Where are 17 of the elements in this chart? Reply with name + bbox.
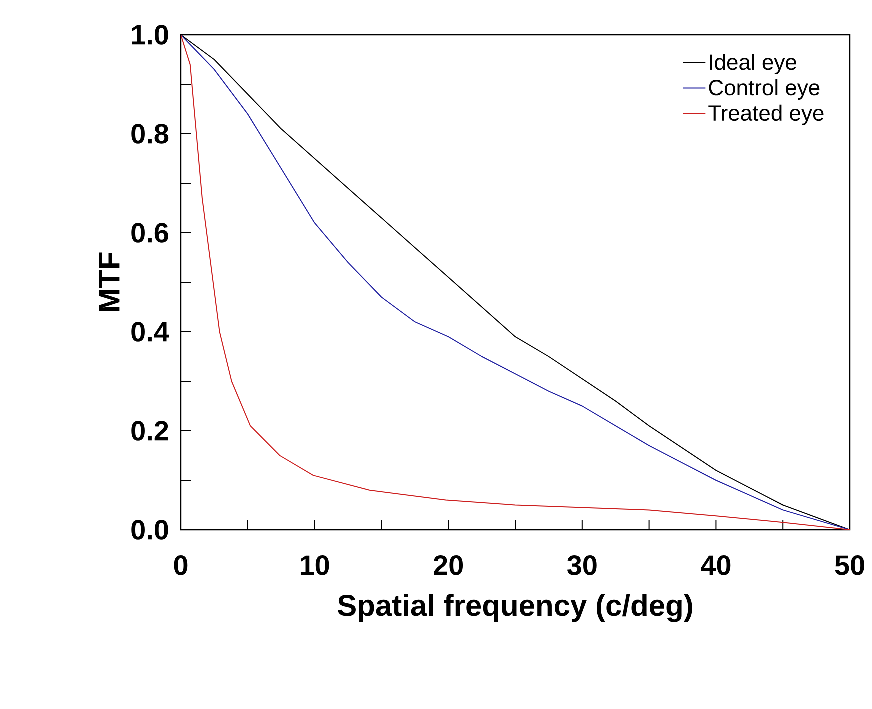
legend-label: Control eye [709, 79, 820, 100]
x-tick-label: 0 [174, 556, 188, 576]
legend-label: Treated eye [708, 104, 824, 126]
legend-label: Ideal eye [710, 54, 796, 75]
x-tick-label: 20 [434, 556, 464, 576]
y-axis-title: MTF [99, 252, 120, 312]
y-tick-label: 0.6 [132, 223, 168, 243]
x-tick-label: 40 [701, 556, 731, 576]
y-tick-label: 0.8 [132, 124, 169, 144]
y-tick-label: 0.4 [132, 322, 170, 342]
x-tick-label: 50 [835, 556, 864, 576]
y-tick-label: 1.0 [132, 25, 168, 45]
x-tick-label: 30 [567, 556, 597, 576]
x-axis-title: Spatial frequency (c/deg) [338, 594, 692, 622]
y-tick-label: 0.0 [132, 520, 168, 540]
y-tick-label: 0.2 [132, 421, 168, 441]
x-tick-label: 10 [300, 556, 330, 576]
